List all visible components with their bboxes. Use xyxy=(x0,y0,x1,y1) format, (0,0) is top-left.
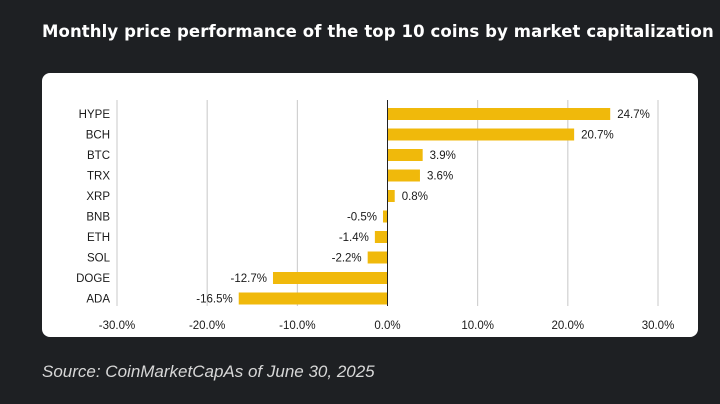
category-label: SOL xyxy=(87,253,111,265)
bar-eth xyxy=(374,231,388,243)
category-label: ETH xyxy=(87,232,110,244)
bar-sol xyxy=(367,251,388,264)
value-label: -0.5% xyxy=(347,212,377,224)
category-label: BCH xyxy=(86,130,110,142)
chart-card: HYPE 24.7% BCH 20.7% BTC 3.9% TRX 3.6% XRP 0.8% BN… xyxy=(42,73,698,337)
category-label: TRX xyxy=(87,171,110,183)
bar-bch xyxy=(387,128,575,141)
value-label: 20.7% xyxy=(581,130,614,142)
value-label: 0.8% xyxy=(402,191,428,203)
bar-ada xyxy=(238,292,388,305)
category-label: HYPE xyxy=(79,109,111,121)
category-label: XRP xyxy=(86,191,110,203)
value-label: 24.7% xyxy=(617,109,650,121)
bar-bnb xyxy=(382,210,388,223)
chart-title: Monthly price performance of the top 10 … xyxy=(42,22,714,41)
category-label: DOGE xyxy=(76,273,110,285)
bar-doge xyxy=(272,272,388,284)
x-tick-label: -20.0% xyxy=(189,320,225,332)
category-label: ADA xyxy=(86,294,110,306)
x-tick-label: 0.0% xyxy=(374,320,400,332)
value-label: -2.2% xyxy=(332,253,362,265)
value-label: -16.5% xyxy=(196,294,232,306)
x-tick-label: 10.0% xyxy=(461,320,494,332)
x-tick-label: 20.0% xyxy=(552,320,585,332)
bar-trx xyxy=(387,169,420,182)
category-label: BNB xyxy=(86,212,110,224)
category-label: BTC xyxy=(87,150,110,162)
source-note: Source: CoinMarketCapAs of June 30, 2025 xyxy=(42,362,375,381)
bar-chart: HYPE 24.7% BCH 20.7% BTC 3.9% TRX 3.6% XRP 0.8% BN… xyxy=(76,100,675,332)
x-tick-label: -10.0% xyxy=(279,320,315,332)
value-label: 3.9% xyxy=(430,150,456,162)
value-label: 3.6% xyxy=(427,171,453,183)
bar-btc xyxy=(387,149,423,161)
value-label: -12.7% xyxy=(231,273,267,285)
bar-hype xyxy=(387,108,611,120)
x-tick-label: 30.0% xyxy=(642,320,675,332)
bar-xrp xyxy=(387,190,395,202)
x-tick-label: -30.0% xyxy=(99,320,135,332)
value-label: -1.4% xyxy=(339,232,369,244)
